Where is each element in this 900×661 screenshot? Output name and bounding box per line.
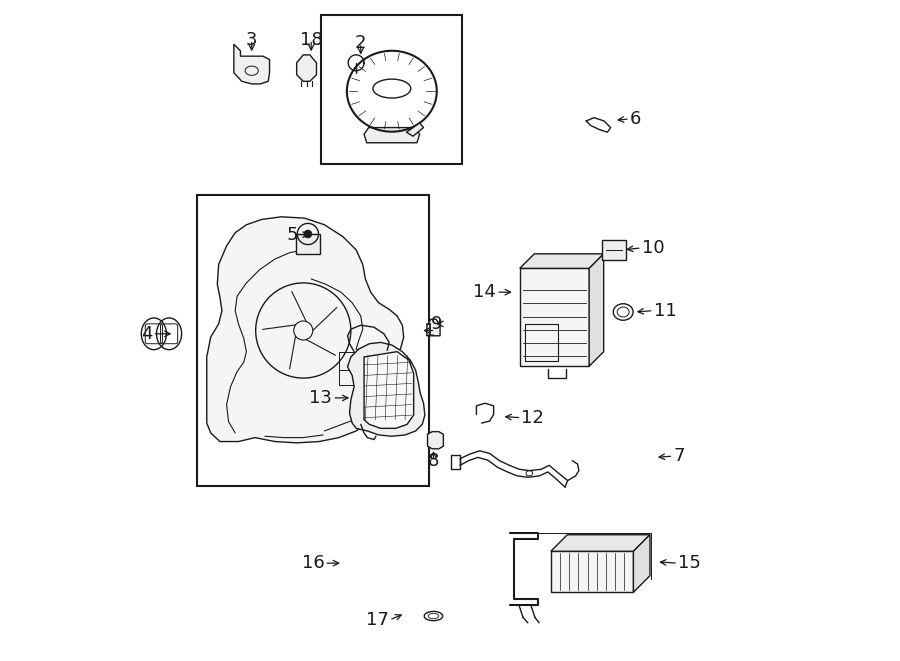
Polygon shape	[551, 551, 634, 592]
Bar	[197, 195, 428, 486]
Text: 17: 17	[366, 611, 389, 629]
Text: 8: 8	[428, 452, 439, 471]
Text: 13: 13	[310, 389, 332, 407]
Polygon shape	[364, 352, 414, 428]
Polygon shape	[519, 254, 604, 268]
Polygon shape	[428, 432, 444, 449]
Text: 3: 3	[246, 30, 257, 49]
Polygon shape	[551, 535, 650, 551]
Text: 9: 9	[430, 315, 442, 333]
Polygon shape	[207, 217, 404, 443]
Polygon shape	[296, 234, 320, 254]
Text: 16: 16	[302, 554, 324, 572]
Text: 18: 18	[300, 30, 322, 49]
Polygon shape	[519, 268, 590, 366]
Text: 5: 5	[286, 225, 298, 244]
Text: 4: 4	[141, 325, 153, 343]
Text: 15: 15	[678, 554, 701, 572]
Polygon shape	[634, 535, 650, 592]
Text: 11: 11	[653, 301, 676, 320]
Circle shape	[304, 230, 312, 238]
Polygon shape	[602, 240, 626, 260]
Text: 1: 1	[424, 321, 436, 340]
Text: 2: 2	[355, 34, 366, 52]
Polygon shape	[297, 55, 317, 81]
Polygon shape	[407, 123, 424, 136]
Text: 7: 7	[673, 447, 685, 465]
Text: 10: 10	[642, 239, 664, 257]
Polygon shape	[364, 128, 419, 143]
Text: 6: 6	[630, 110, 641, 128]
Polygon shape	[427, 319, 440, 336]
Text: 12: 12	[521, 408, 544, 427]
Polygon shape	[234, 44, 269, 84]
Bar	[321, 15, 462, 164]
Text: 14: 14	[473, 283, 496, 301]
Polygon shape	[347, 342, 425, 436]
Polygon shape	[590, 254, 604, 366]
